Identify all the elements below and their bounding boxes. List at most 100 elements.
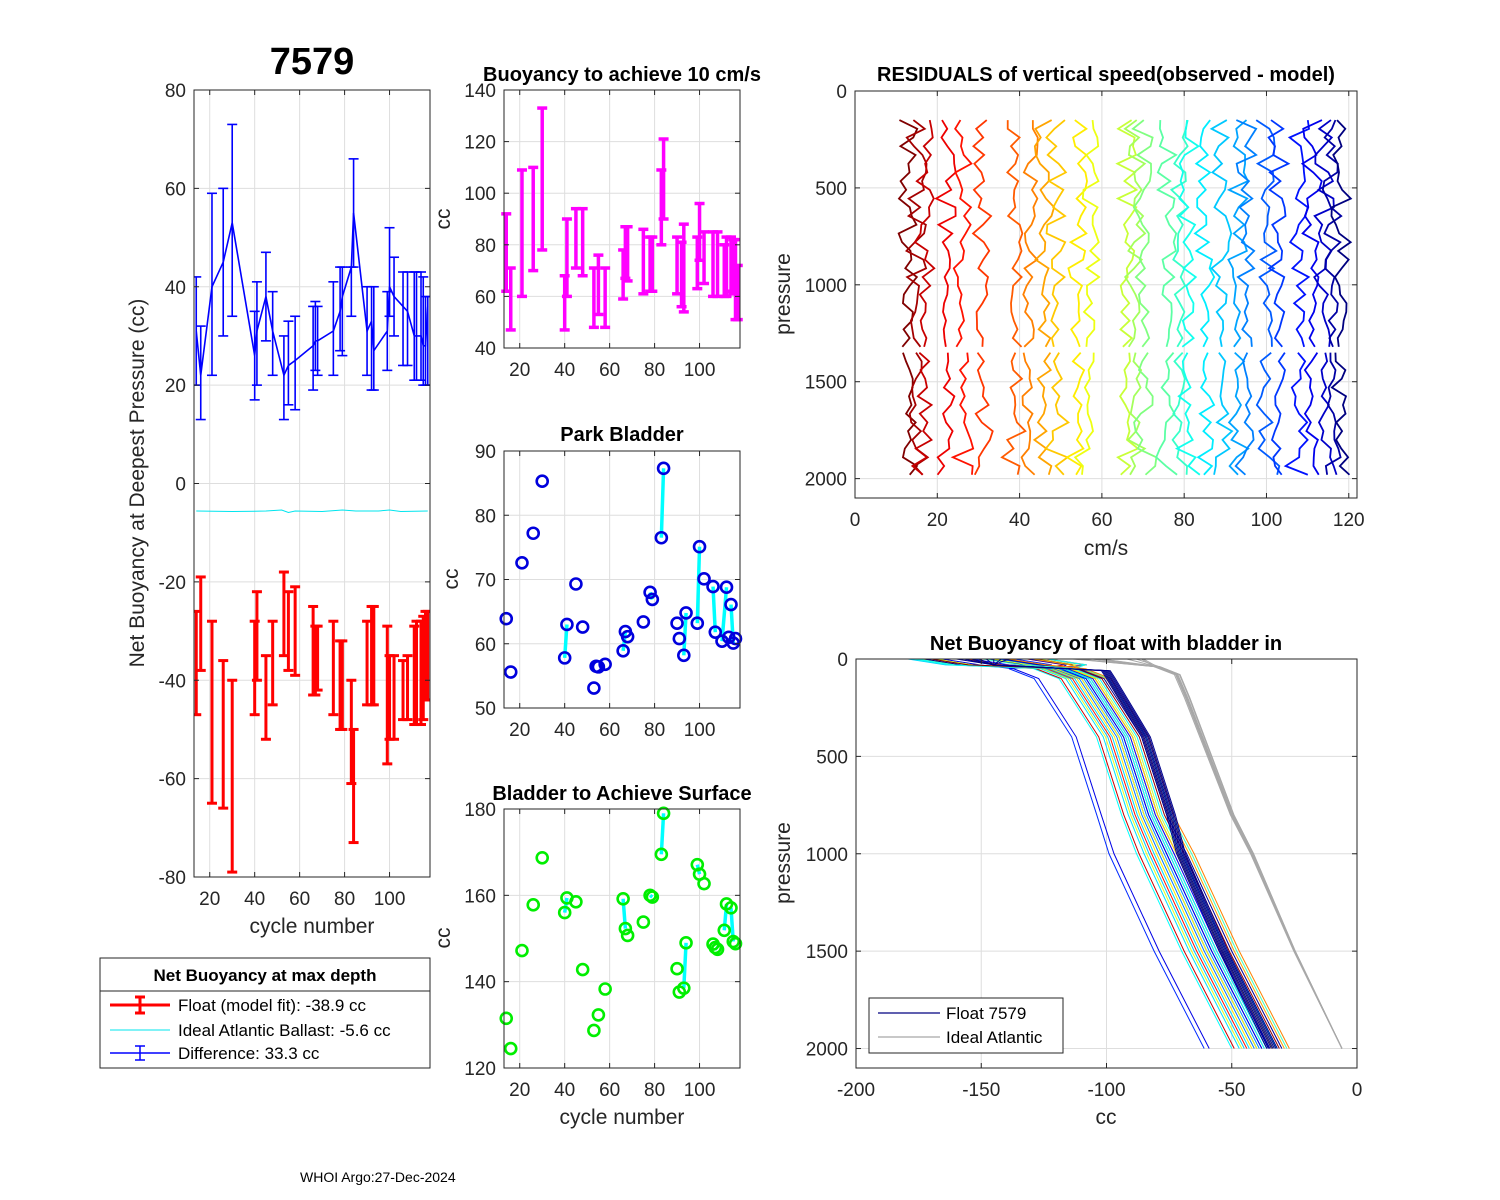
y-tick-label: 80 [475,236,496,257]
y-tick-label: 160 [464,886,496,907]
x-tick-label: -150 [962,1080,1000,1101]
data-point [679,936,693,950]
residual-profile [1156,120,1178,348]
y-tick-label: 140 [464,81,496,102]
y-axis-label: pressure [772,253,795,335]
data-point [515,943,529,958]
y-tick-label: 70 [475,571,496,592]
bladder-surface-chart: Bladder to Achieve Surface cc cycle numb… [432,783,752,1129]
data-point [643,585,657,600]
series-line-ideal [196,509,428,514]
series-line-difference [195,212,429,378]
data-point [726,934,741,949]
axes-frame [503,89,741,349]
chart-title: RESIDUALS of vertical speed(observed - m… [877,64,1335,86]
legend-difference-swatch [110,1045,170,1061]
x-tick-label: 40 [1009,510,1030,531]
net-buoyancy-legend: Net Buoyancy at max depth Float (model f… [99,957,431,1069]
residual-profile [1020,352,1036,476]
data-point [569,577,583,591]
data-layer [194,123,430,874]
residual-profile [1267,119,1291,348]
residual-profile [1283,352,1309,476]
data-point [692,539,707,554]
link-line [682,942,688,989]
data-layer [499,806,743,1056]
data-point [670,616,684,630]
residual-profile [1171,352,1188,475]
x-tick-label: 60 [599,1080,620,1101]
residual-profile [1116,352,1140,476]
x-tick-label: 40 [244,889,265,910]
legend-box [99,957,431,1069]
x-axis-label: cycle number [560,1106,685,1129]
residual-profile [1033,119,1056,348]
x-axis-label: cm/s [1084,537,1128,560]
data-point [569,895,583,909]
y-tick-label: 2000 [805,470,847,491]
residual-profile [1045,119,1068,348]
x-tick-label: -100 [1087,1080,1125,1101]
y-axis-label: cc [440,569,463,590]
bladder-in-chart: Net Buoyancy of float with bladder in pr… [772,633,1362,1129]
data-point [724,901,738,915]
residual-profile [1133,352,1158,476]
chart-title: Buoyancy to achieve 10 cm/s [483,64,761,86]
data-point [526,898,541,912]
residual-profile [1255,119,1278,347]
data-point [728,936,743,951]
y-tick-label: -40 [159,671,186,692]
y-tick-label: 500 [815,179,847,200]
residual-profile [1193,119,1216,348]
link-line [682,612,688,656]
ideal-profile [1078,659,1343,1049]
chart-title: Bladder to Achieve Surface [492,783,751,805]
y-tick-label: 120 [464,133,496,154]
x-tick-label: 20 [509,1080,530,1101]
residual-profile [1123,119,1147,348]
legend-float-label: Float 7579 [946,1004,1026,1023]
data-point [503,665,518,679]
plot-area [855,91,1357,498]
residual-profile [1209,119,1233,347]
y-axis-label: cc [432,928,455,949]
ideal-profile [1093,659,1343,1049]
x-axis-label: cycle number [250,915,375,938]
data-point [557,905,572,920]
y-tick-label: 0 [836,82,847,103]
residual-profile [1044,352,1070,476]
data-point [535,850,550,865]
x-tick-label: 0 [1352,1080,1363,1101]
net-buoyancy-chart: 7579 Net Buoyancy at Deepest Pressure (c… [126,41,431,938]
data-point [636,915,651,929]
y-tick-label: 50 [475,699,496,720]
link-line [659,813,666,855]
residual-profile [1178,119,1201,348]
data-point [618,921,633,936]
residual-profile [1324,352,1342,475]
y-tick-label: 140 [464,973,496,994]
y-tick-label: 1500 [806,942,848,963]
residual-profile [1300,119,1323,348]
float-profile [1028,659,1263,1049]
data-point [654,847,669,862]
y-tick-label: 120 [464,1059,496,1080]
residual-profile [1226,119,1250,348]
ideal-profile [1092,659,1343,1049]
y-tick-label: 60 [475,635,496,656]
residual-profile [1313,119,1335,347]
data-point [499,611,514,626]
data-point [503,1041,518,1056]
data-point [535,474,550,488]
residual-profile [910,351,934,476]
residual-profile [1081,119,1101,347]
y-tick-label: 500 [816,747,848,768]
residual-profile [1270,352,1286,476]
residual-profile [950,352,975,475]
residual-profile [1196,352,1216,476]
data-point [526,526,541,541]
residual-profile [1022,120,1039,348]
data-point [616,891,630,906]
residual-profile [1131,119,1154,348]
residual-profile [1032,352,1053,475]
